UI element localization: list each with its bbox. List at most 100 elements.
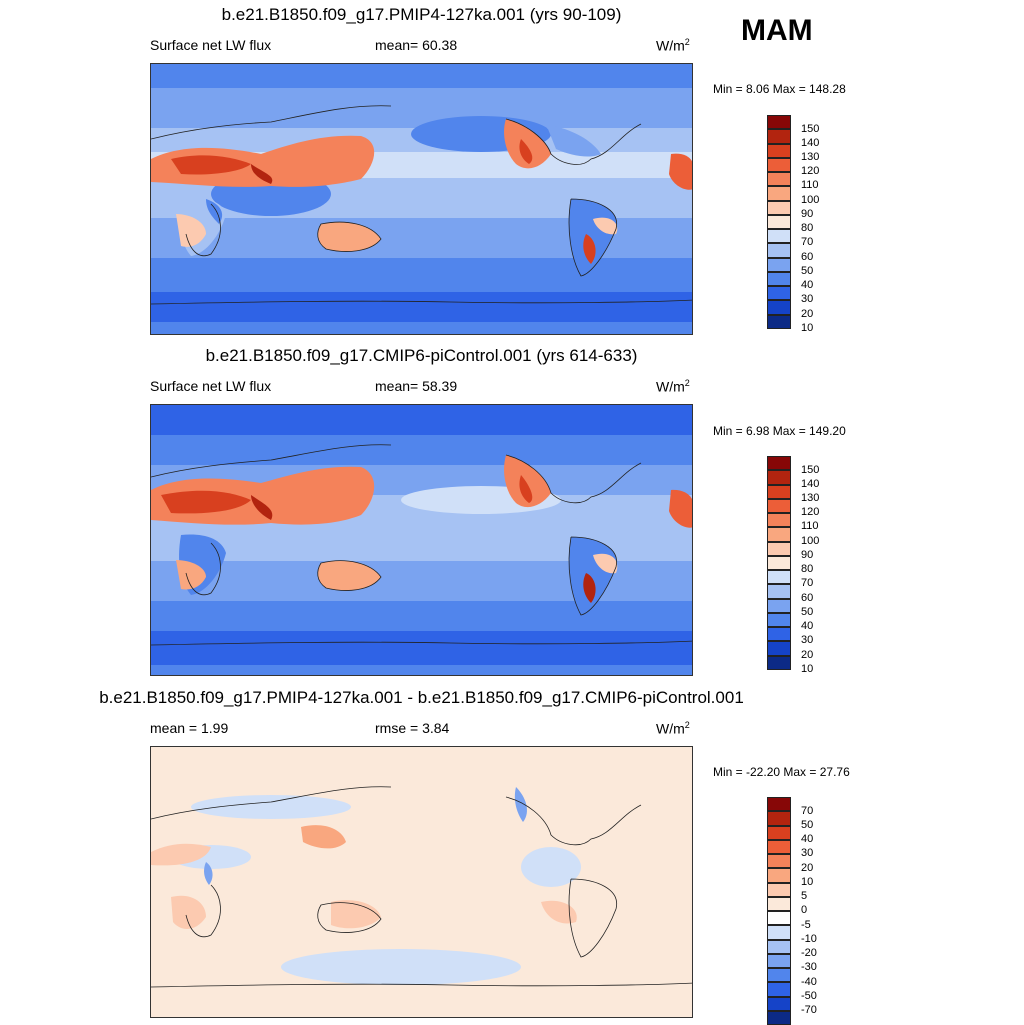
colorbar-3-swatch-4 xyxy=(767,968,791,983)
colorbar-1-label: 40 xyxy=(801,279,814,291)
colorbar-1-swatch-9 xyxy=(767,200,791,215)
colorbar-2-label: 10 xyxy=(801,663,814,675)
colorbar-1-label: 110 xyxy=(801,179,819,191)
colorbar-3-swatch-1 xyxy=(767,1010,791,1025)
panel-3-map xyxy=(150,746,693,1018)
panel-1-title: b.e21.B1850.f09_g17.PMIP4-127ka.001 (yrs… xyxy=(221,5,622,24)
colorbar-3-swatch-2 xyxy=(767,996,791,1011)
colorbar-1-swatch-8 xyxy=(767,214,791,229)
colorbar-1-label: 90 xyxy=(801,208,814,220)
colorbar-3-swatch-5 xyxy=(767,953,791,968)
colorbar-2-label: 70 xyxy=(801,577,814,589)
colorbar-1-label: 60 xyxy=(801,251,814,263)
colorbar-3-swatch-11 xyxy=(767,868,791,883)
colorbar-1-label: 100 xyxy=(801,194,820,206)
colorbar-2-swatch-4 xyxy=(767,612,791,627)
colorbar-1-label: 20 xyxy=(801,308,814,320)
colorbar-3-label: -40 xyxy=(801,976,817,988)
colorbar-1-label: 30 xyxy=(801,293,814,305)
colorbar-3-swatch-15 xyxy=(767,811,791,826)
colorbar-3-swatch-12 xyxy=(767,854,791,869)
colorbar-3-label: 50 xyxy=(801,819,814,831)
colorbar-1-swatch-7 xyxy=(767,229,791,244)
colorbar-3-label: 30 xyxy=(801,847,814,859)
colorbar-2-swatch-12 xyxy=(767,498,791,513)
colorbar-1-label: 70 xyxy=(801,236,814,248)
colorbar-2-swatch-15 xyxy=(767,456,791,471)
panel-2-units: W/m2 xyxy=(656,378,690,395)
colorbar-3-label: 10 xyxy=(801,876,814,888)
colorbar-2-swatch-6 xyxy=(767,584,791,599)
panel-3-colorbar xyxy=(767,797,791,1025)
colorbar-1-swatch-3 xyxy=(767,286,791,301)
colorbar-2-swatch-3 xyxy=(767,627,791,642)
panel-1-minmax: Min = 8.06 Max = 148.28 xyxy=(713,82,846,96)
colorbar-1-label: 80 xyxy=(801,222,814,234)
colorbar-2-swatch-14 xyxy=(767,470,791,485)
colorbar-2-label: 150 xyxy=(801,464,820,476)
panel-3-rmse-label: rmse = 3.84 xyxy=(375,720,450,736)
colorbar-1-swatch-10 xyxy=(767,186,791,201)
colorbar-3-label: -50 xyxy=(801,990,817,1002)
colorbar-3-label: 0 xyxy=(801,904,808,916)
colorbar-3-swatch-3 xyxy=(767,982,791,997)
colorbar-2-swatch-11 xyxy=(767,513,791,528)
panel-3-mean-label: mean = 1.99 xyxy=(150,720,229,736)
colorbar-1-swatch-14 xyxy=(767,129,791,144)
colorbar-3-swatch-10 xyxy=(767,882,791,897)
colorbar-3-label: 70 xyxy=(801,805,814,817)
panel-1-units: W/m2 xyxy=(656,37,690,54)
colorbar-3-label: 20 xyxy=(801,862,814,874)
colorbar-2-label: 140 xyxy=(801,478,820,490)
colorbar-3-swatch-14 xyxy=(767,825,791,840)
panel-1-colorbar xyxy=(767,115,791,329)
panel-3-title: b.e21.B1850.f09_g17.PMIP4-127ka.001 - b.… xyxy=(99,688,744,707)
colorbar-2-label: 120 xyxy=(801,506,820,518)
colorbar-1-label: 130 xyxy=(801,151,820,163)
colorbar-1-swatch-6 xyxy=(767,243,791,258)
panel-1-variable-label: Surface net LW flux xyxy=(150,37,272,53)
colorbar-2-swatch-9 xyxy=(767,541,791,556)
colorbar-1-label: 150 xyxy=(801,123,820,135)
colorbar-3-label: -20 xyxy=(801,947,817,959)
colorbar-1-label: 10 xyxy=(801,322,814,334)
colorbar-3-label: 5 xyxy=(801,890,808,902)
colorbar-3-swatch-16 xyxy=(767,797,791,812)
colorbar-3-label: -30 xyxy=(801,961,817,973)
colorbar-2-label: 20 xyxy=(801,649,814,661)
panel-2-minmax: Min = 6.98 Max = 149.20 xyxy=(713,424,846,438)
colorbar-1-label: 120 xyxy=(801,165,820,177)
colorbar-2-swatch-10 xyxy=(767,527,791,542)
colorbar-2-label: 60 xyxy=(801,592,814,604)
colorbar-3-swatch-8 xyxy=(767,911,791,926)
colorbar-3-label: -70 xyxy=(801,1004,817,1016)
colorbar-1-swatch-15 xyxy=(767,115,791,130)
colorbar-1-swatch-2 xyxy=(767,300,791,315)
panel-2-title: b.e21.B1850.f09_g17.CMIP6-piControl.001 … xyxy=(205,346,638,365)
colorbar-1-swatch-4 xyxy=(767,271,791,286)
colorbar-2-label: 80 xyxy=(801,563,814,575)
colorbar-3-label: -5 xyxy=(801,919,811,931)
panel-2-colorbar xyxy=(767,456,791,670)
colorbar-1-swatch-5 xyxy=(767,257,791,272)
colorbar-2-label: 40 xyxy=(801,620,814,632)
colorbar-2-swatch-1 xyxy=(767,655,791,670)
colorbar-3-swatch-6 xyxy=(767,939,791,954)
panel-1-mean-label: mean= 60.38 xyxy=(375,37,458,53)
colorbar-2-label: 30 xyxy=(801,634,814,646)
colorbar-2-label: 90 xyxy=(801,549,814,561)
colorbar-1-swatch-1 xyxy=(767,314,791,329)
colorbar-2-swatch-2 xyxy=(767,641,791,656)
colorbar-2-label: 110 xyxy=(801,520,819,532)
panel-3-minmax: Min = -22.20 Max = 27.76 xyxy=(713,765,850,779)
colorbar-2-label: 100 xyxy=(801,535,820,547)
colorbar-2-swatch-8 xyxy=(767,555,791,570)
colorbar-1-swatch-13 xyxy=(767,143,791,158)
panel-2-mean-label: mean= 58.39 xyxy=(375,378,458,394)
colorbar-3-swatch-13 xyxy=(767,839,791,854)
colorbar-2-swatch-13 xyxy=(767,484,791,499)
season-label: MAM xyxy=(741,14,813,47)
colorbar-1-swatch-12 xyxy=(767,157,791,172)
panel-2-variable-label: Surface net LW flux xyxy=(150,378,272,394)
colorbar-2-swatch-7 xyxy=(767,570,791,585)
